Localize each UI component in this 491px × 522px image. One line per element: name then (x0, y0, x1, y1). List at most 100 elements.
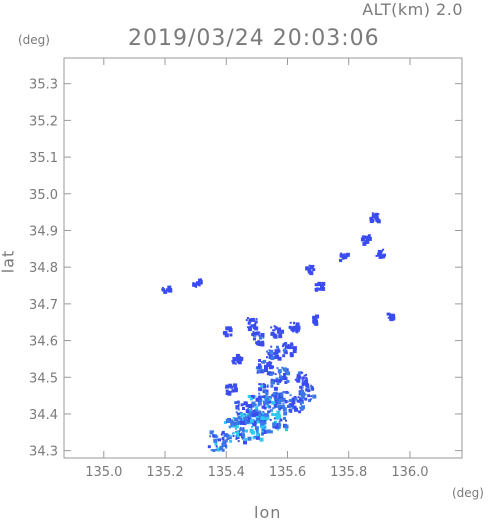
echo-cell (262, 336, 265, 339)
echo-cell (221, 432, 224, 435)
echo-cell (255, 419, 260, 424)
echo-cell (232, 425, 235, 428)
echo-cell (165, 290, 168, 293)
echo-cell (286, 400, 289, 403)
echo-cell (262, 395, 266, 399)
echo-cell (391, 316, 396, 321)
echo-cell (253, 337, 256, 341)
echo-cluster-5 (259, 405, 289, 434)
echo-cell (307, 394, 311, 398)
echo-cell (234, 424, 239, 429)
echo-cell (277, 404, 282, 409)
echo-cell (247, 327, 252, 332)
echo-cell (259, 419, 264, 424)
echo-cell (261, 430, 264, 433)
echo-cell (224, 420, 227, 424)
echo-cell (344, 256, 348, 260)
echo-cell (288, 404, 290, 407)
x-tick-label-4: 135.8 (330, 465, 367, 480)
echo-cell (249, 418, 254, 423)
echo-cell (283, 411, 288, 416)
echo-cell (252, 330, 255, 333)
echo-cell (249, 409, 252, 412)
echo-cell (235, 353, 240, 358)
echo-cell (287, 343, 290, 346)
echo-cell (285, 428, 288, 432)
echo-cell (256, 417, 260, 421)
echo-cell (270, 384, 274, 388)
echo-cell (236, 412, 240, 416)
echo-cell (244, 438, 248, 441)
echo-cell (306, 386, 310, 390)
echo-cell (278, 420, 281, 423)
echo-cell (318, 281, 321, 285)
echo-cell (257, 343, 261, 346)
echo-cluster-16 (270, 325, 285, 339)
echo-cell (192, 282, 197, 287)
echo-cell (250, 408, 253, 410)
echo-cell (310, 384, 313, 387)
echo-cell (310, 395, 313, 398)
echo-cell (249, 325, 252, 328)
echo-cell (288, 325, 292, 329)
echo-cell (293, 396, 297, 399)
echo-cell (257, 363, 260, 366)
echo-cell (278, 407, 282, 411)
echo-cell (256, 371, 259, 374)
echo-cluster-7 (272, 390, 292, 412)
echo-cell (300, 406, 303, 410)
echo-cell (161, 287, 164, 289)
echo-cell (308, 399, 311, 403)
echo-cell (282, 402, 285, 405)
echo-cell (252, 436, 256, 440)
echo-cell (235, 437, 238, 440)
echo-cell (240, 403, 244, 407)
echo-cell (377, 213, 380, 216)
echo-cell (269, 349, 274, 354)
echo-cell (212, 434, 216, 438)
echo-cell (228, 436, 232, 440)
echo-cell (266, 392, 269, 395)
echo-cell (295, 322, 300, 327)
echo-cell (215, 445, 218, 448)
echo-cell (236, 400, 240, 404)
echo-cell (273, 386, 278, 391)
echo-cell (273, 379, 277, 383)
echo-cell (243, 416, 247, 421)
echo-cell (235, 402, 238, 404)
echo-cell (283, 373, 286, 376)
echo-cell (263, 404, 266, 406)
echo-cluster-30 (386, 312, 396, 322)
echo-cell (239, 433, 243, 437)
echo-cell (289, 408, 293, 412)
echo-cell (277, 396, 280, 399)
echo-cell (285, 343, 288, 346)
echo-cell (234, 362, 237, 365)
echo-cell (308, 389, 311, 392)
echo-cell (245, 319, 248, 322)
echo-cell (309, 398, 312, 401)
echo-cell (276, 367, 279, 370)
echo-cell (216, 447, 221, 452)
echo-cell (245, 420, 250, 425)
echo-cell (216, 435, 219, 438)
echo-cell (216, 438, 219, 441)
echo-cell (232, 416, 235, 419)
echo-cell (274, 404, 278, 408)
echo-cell (256, 433, 260, 437)
echo-cell (315, 288, 319, 292)
echo-cell (374, 212, 379, 217)
echo-cell (389, 313, 394, 318)
echo-cell (315, 314, 319, 319)
echo-cell (259, 437, 264, 442)
echo-cell (248, 404, 253, 408)
y-tick-label-8: 35.1 (29, 151, 58, 166)
echo-cell (282, 376, 287, 381)
echo-cell (270, 378, 273, 381)
echo-cell (294, 406, 297, 409)
echo-cell (305, 388, 309, 392)
echo-cell (371, 213, 376, 218)
echo-cell (229, 434, 232, 437)
y-tick-label-0: 34.3 (29, 445, 58, 460)
echo-cell (247, 321, 251, 325)
